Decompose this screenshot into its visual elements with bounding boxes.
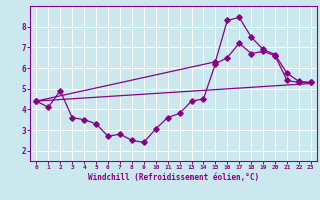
X-axis label: Windchill (Refroidissement éolien,°C): Windchill (Refroidissement éolien,°C) bbox=[88, 173, 259, 182]
